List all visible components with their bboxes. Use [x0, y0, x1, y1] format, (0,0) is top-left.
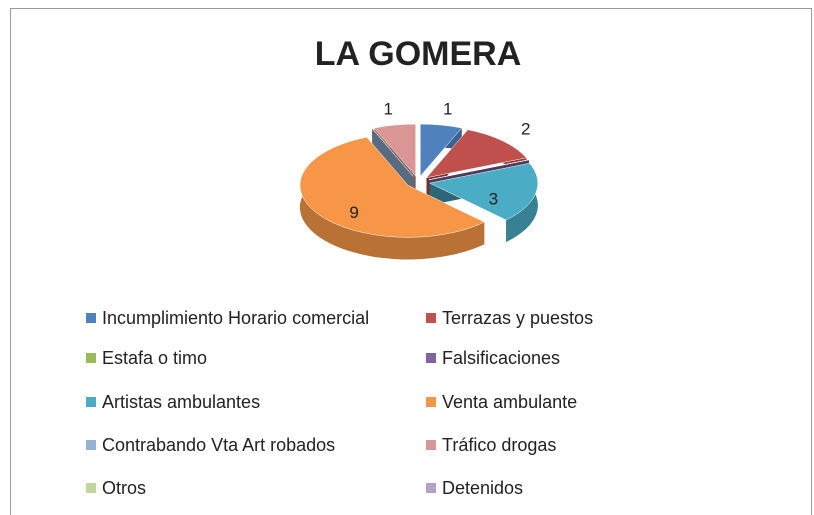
legend-label: Artistas ambulantes	[102, 392, 260, 412]
legend-label: Detenidos	[442, 478, 523, 498]
slice	[373, 123, 416, 177]
slice	[425, 129, 527, 179]
legend-label: Estafa o timo	[102, 348, 207, 368]
slice	[299, 137, 485, 238]
legend-swatch	[86, 313, 96, 323]
slice	[371, 128, 414, 177]
data-label: 1	[384, 99, 393, 118]
legend-swatch	[86, 483, 96, 493]
slice-side	[300, 137, 485, 260]
data-label: 1	[443, 99, 452, 118]
legend-label: Falsificaciones	[442, 348, 560, 368]
legend-swatch	[86, 440, 96, 450]
legend-swatch	[426, 483, 436, 493]
slice	[428, 162, 539, 221]
data-label: 3	[489, 190, 498, 209]
data-label: 9	[349, 203, 358, 222]
legend-swatch	[426, 397, 436, 407]
legend-label: Tráfico drogas	[442, 435, 556, 455]
chart-frame	[10, 8, 812, 515]
legend-label: Terrazas y puestos	[442, 308, 593, 328]
slice	[420, 123, 463, 177]
data-label: 2	[521, 119, 530, 138]
legend-label: Contrabando Vta Art robados	[102, 435, 335, 455]
chart-title: LA GOMERA	[315, 35, 522, 73]
legend-swatch	[426, 440, 436, 450]
legend-label: Venta ambulante	[442, 392, 577, 412]
legend-label: Incumplimiento Horario comercial	[102, 308, 369, 328]
legend-swatch	[86, 397, 96, 407]
legend-swatch	[426, 353, 436, 363]
legend-swatch	[426, 313, 436, 323]
legend-label: Otros	[102, 478, 146, 498]
legend-swatch	[86, 353, 96, 363]
